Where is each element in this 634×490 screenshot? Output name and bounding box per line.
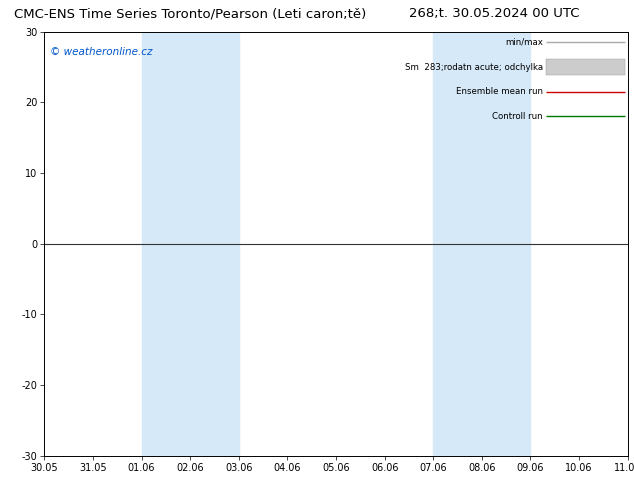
Bar (433, 32, 531, 456)
Text: 268;t. 30.05.2024 00 UTC: 268;t. 30.05.2024 00 UTC (410, 7, 579, 21)
Text: Controll run: Controll run (493, 112, 543, 121)
Text: © weatheronline.cz: © weatheronline.cz (50, 47, 153, 57)
Text: min/max: min/max (505, 38, 543, 47)
Bar (141, 32, 239, 456)
Bar (546, 59, 624, 74)
Text: CMC-ENS Time Series Toronto/Pearson (Leti caron;tě): CMC-ENS Time Series Toronto/Pearson (Let… (14, 7, 366, 21)
Text: Sm  283;rodatn acute; odchylka: Sm 283;rodatn acute; odchylka (405, 63, 543, 72)
Text: Ensemble mean run: Ensemble mean run (456, 87, 543, 96)
